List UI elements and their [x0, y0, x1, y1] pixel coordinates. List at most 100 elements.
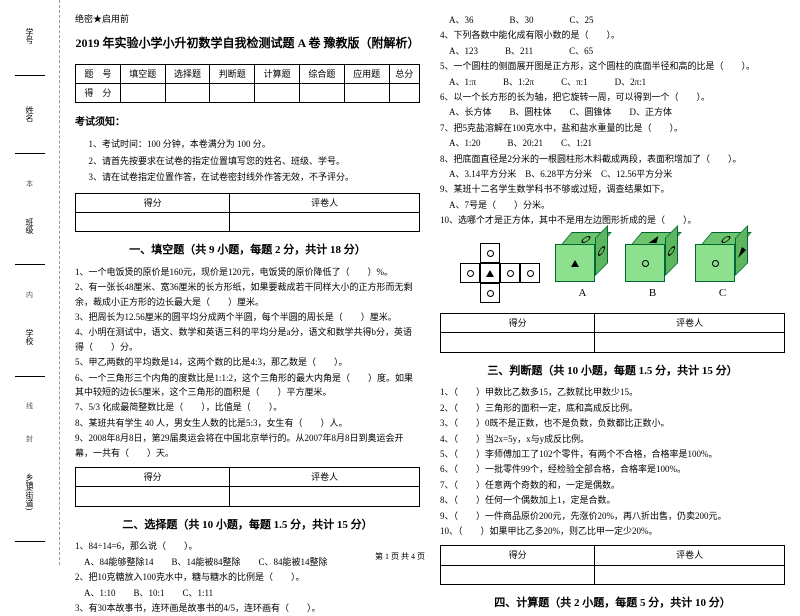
question: 1、（ ）甲数比乙数多15，乙数就比甲数少15。 — [440, 385, 785, 399]
cell[interactable] — [210, 83, 255, 102]
options: A、1:π B、1:2π C、π:1 D、2π:1 — [440, 75, 785, 89]
cell[interactable] — [165, 83, 210, 102]
question: 2、把10克糖放入100克水中，糖与糖水的比例是（ ）。 — [75, 570, 420, 584]
question: 8、把底面直径是2分米的一根圆柱形木料截成两段，表面积增加了（ ）。 — [440, 152, 785, 166]
circle-icon — [579, 236, 592, 243]
triangle-icon — [649, 236, 663, 243]
question: 3、有30本故事书，连环画是故事书的4/5，连环画有（ ）。 — [75, 601, 420, 615]
cell: 得分 — [76, 467, 230, 486]
cut-note: 内 — [25, 291, 35, 298]
notice-heading: 考试须知： — [75, 115, 420, 131]
page-footer: 第 1 页 共 4 页 — [375, 551, 425, 562]
cube-label: C — [719, 285, 726, 303]
cell[interactable] — [120, 83, 165, 102]
cell[interactable] — [389, 83, 419, 102]
label-name[interactable]: 姓名 — [24, 101, 35, 127]
circle-icon — [598, 244, 605, 258]
cell[interactable] — [595, 565, 785, 584]
question: 10、（ ）如果甲比乙多20%，则乙比甲一定少20%。 — [440, 524, 785, 538]
options: A、36 B、30 C、25 — [440, 13, 785, 27]
cube-icon — [555, 232, 610, 282]
cell[interactable] — [299, 83, 344, 102]
question: 4、（ ）当2x=5y，x与y成反比例。 — [440, 432, 785, 446]
section1-title: 一、填空题（共 9 小题，每题 2 分，共计 18 分） — [75, 242, 420, 260]
label-studentid[interactable]: 学号 — [24, 23, 35, 49]
cube-option-b: B — [625, 232, 680, 303]
cell[interactable] — [255, 83, 300, 102]
triangle-icon — [738, 243, 746, 258]
cell: 评卷人 — [595, 546, 785, 565]
cube-option-c: C — [695, 232, 750, 303]
question: 6、一个三角形三个内角的度数比是1:1:2，这个三角形的最大内角是（ ）度。如果… — [75, 371, 420, 400]
cell[interactable] — [76, 212, 230, 231]
choice-questions-left: 1、84÷14=6，那么说（ ）。 A、84能够整除14 B、14能被84整除 … — [75, 538, 420, 616]
circle-icon — [467, 270, 474, 277]
label-school[interactable]: 学校 — [24, 324, 35, 350]
circle-icon — [668, 244, 675, 258]
question: 1、一个电饭煲的原价是160元，现价是120元，电饭煲的原价降低了（ ）%。 — [75, 265, 420, 279]
cell: 评卷人 — [230, 193, 420, 212]
cell: 应用题 — [344, 64, 389, 83]
question: 5、一个圆柱的侧面展开图是正方形，这个圆柱的底面半径和高的比是（ ）。 — [440, 59, 785, 73]
circle-icon — [487, 290, 494, 297]
choice-questions-right: A、36 B、30 C、25 4、下列各数中能化成有限小数的是（ ）。 A、12… — [440, 12, 785, 228]
line — [15, 75, 45, 76]
cell[interactable] — [344, 83, 389, 102]
question: 7、（ ）任意两个奇数的和，一定是偶数。 — [440, 478, 785, 492]
net-face — [500, 263, 520, 283]
label-class[interactable]: 班级 — [24, 213, 35, 239]
cell[interactable] — [230, 487, 420, 506]
cell: 得分 — [441, 546, 595, 565]
cell: 总分 — [389, 64, 419, 83]
line — [15, 541, 45, 542]
line — [15, 153, 45, 154]
judge-questions: 1、（ ）甲数比乙数多15，乙数就比甲数少15。 2、（ ）三角形的面积一定，底… — [440, 384, 785, 539]
question: 1、84÷14=6，那么说（ ）。 — [75, 539, 420, 553]
line — [15, 264, 45, 265]
question: 3、把周长为12.56厘米的圆平均分成两个半圆，每个半圆的周长是（ ）厘米。 — [75, 310, 420, 324]
cell: 得分 — [441, 314, 595, 333]
circle-icon — [527, 270, 534, 277]
cell[interactable] — [441, 565, 595, 584]
section-score-box: 得分评卷人 — [75, 467, 420, 507]
cell[interactable] — [595, 333, 785, 352]
cell: 判断题 — [210, 64, 255, 83]
left-column: 绝密★启用前 2019 年实验小学小升初数学自我检测试题 A 卷 豫教版（附解析… — [75, 12, 420, 560]
question: 9、2008年8月8日，第29届奥运会将在中国北京举行的。从2007年8月8日到… — [75, 431, 420, 460]
line — [15, 376, 45, 377]
question: 7、把5克盐溶解在100克水中，盐和盐水重量的比是（ ）。 — [440, 121, 785, 135]
cut-note: 本 — [25, 180, 35, 187]
notice-item: 3、请在试卷指定位置作答，在试卷密封线外作答无效，不予评分。 — [75, 170, 420, 184]
cell: 计算题 — [255, 64, 300, 83]
question: 9、某班十二名学生数学科书不够或过短，调查结果如下。 — [440, 182, 785, 196]
question: 3、（ ）0既不是正数，也不是负数，负数都比正数小。 — [440, 416, 785, 430]
question: 5、甲乙两数的平均数是14，这两个数的比是4:3，那乙数是（ ）。 — [75, 355, 420, 369]
question: 8、（ ）任何一个偶数加上1，定是合数。 — [440, 493, 785, 507]
question: 4、下列各数中能化成有限小数的是（ ）。 — [440, 28, 785, 42]
cell: 选择题 — [165, 64, 210, 83]
section3-title: 三、判断题（共 10 小题，每题 1.5 分，共计 15 分） — [440, 363, 785, 381]
cell[interactable] — [230, 212, 420, 231]
section-score-box: 得分评卷人 — [75, 193, 420, 233]
section-score-box: 得分评卷人 — [440, 313, 785, 353]
cube-label: A — [579, 285, 587, 303]
cut-note: 线 — [25, 402, 35, 409]
score-header-table: 题 号 填空题 选择题 判断题 计算题 综合题 应用题 总分 得 分 — [75, 64, 420, 104]
fill-questions: 1、一个电饭煲的原价是160元，现价是120元，电饭煲的原价降低了（ ）%。 2… — [75, 264, 420, 461]
cell: 得分 — [76, 193, 230, 212]
cell[interactable] — [76, 487, 230, 506]
question: 8、某班共有学生 40 人，男女生人数的比是5:3，女生有（ ）人。 — [75, 416, 420, 430]
cell: 评卷人 — [230, 467, 420, 486]
cube-option-a: A — [555, 232, 610, 303]
cube-net — [460, 243, 540, 303]
question: 7、5/3 化成最简整数比是（ ），比值是（ ）。 — [75, 400, 420, 414]
net-face — [480, 263, 500, 283]
question: 10、选哪个才是正方体，其中不是用左边图形折成的是（ ）。 — [440, 213, 785, 227]
label-town[interactable]: 乡镇(街道) — [24, 468, 35, 515]
options: A、7号是（ ）分米。 — [440, 198, 785, 212]
question: 2、（ ）三角形的面积一定，底和高成反比例。 — [440, 401, 785, 415]
net-face — [460, 263, 480, 283]
section2-title: 二、选择题（共 10 小题，每题 1.5 分，共计 15 分） — [75, 517, 420, 535]
secrecy-label: 绝密★启用前 — [75, 12, 420, 26]
cell[interactable] — [441, 333, 595, 352]
